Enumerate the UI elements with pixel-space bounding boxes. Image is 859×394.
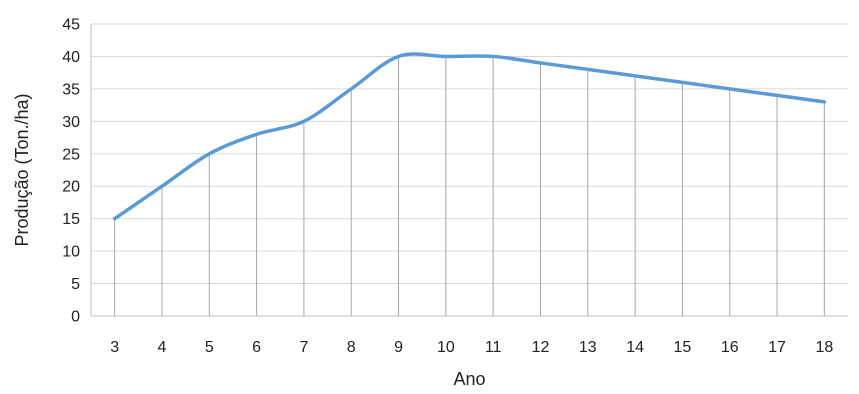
y-tick-label: 15	[62, 211, 80, 228]
x-tick-label: 16	[721, 339, 739, 356]
y-tick-label: 20	[62, 179, 80, 196]
series-line	[112, 52, 827, 221]
gridlines	[91, 23, 848, 285]
y-tick-label: 25	[62, 146, 80, 163]
x-tick-label: 14	[626, 339, 644, 356]
y-tick-label: 10	[62, 244, 80, 261]
y-tick-label: 40	[62, 49, 80, 66]
x-tick-label: 13	[579, 339, 597, 356]
x-tick-label: 10	[437, 339, 455, 356]
x-tick-label: 3	[110, 339, 119, 356]
drop-lines	[114, 56, 825, 316]
x-tick-label: 11	[485, 339, 502, 356]
series	[112, 52, 827, 221]
x-tick-label: 17	[768, 339, 786, 356]
x-tick-label: 9	[394, 339, 403, 356]
x-tick-label: 18	[815, 339, 833, 356]
x-tick-label: 5	[205, 339, 214, 356]
y-tick-label: 35	[62, 81, 80, 98]
axes	[90, 24, 848, 317]
y-tick-label: 0	[71, 309, 80, 326]
y-tick-labels: 0 5 10 15 20 25 30 35 40 45	[62, 17, 80, 326]
x-tick-label: 4	[158, 339, 167, 356]
y-axis-title: Produção (Ton./ha)	[12, 93, 32, 246]
x-tick-label: 7	[299, 339, 308, 356]
x-tick-labels: 3 4 5 6 7 8 9 10 11 12 13 14 15 16 17 18	[110, 339, 833, 356]
x-tick-label: 8	[347, 339, 356, 356]
y-tick-label: 45	[62, 17, 80, 34]
y-tick-label: 5	[71, 276, 80, 293]
x-tick-label: 6	[252, 339, 261, 356]
x-axis-title: Ano	[453, 369, 485, 389]
y-tick-label: 30	[62, 114, 80, 131]
x-tick-label: 12	[532, 339, 550, 356]
x-tick-label: 15	[674, 339, 692, 356]
